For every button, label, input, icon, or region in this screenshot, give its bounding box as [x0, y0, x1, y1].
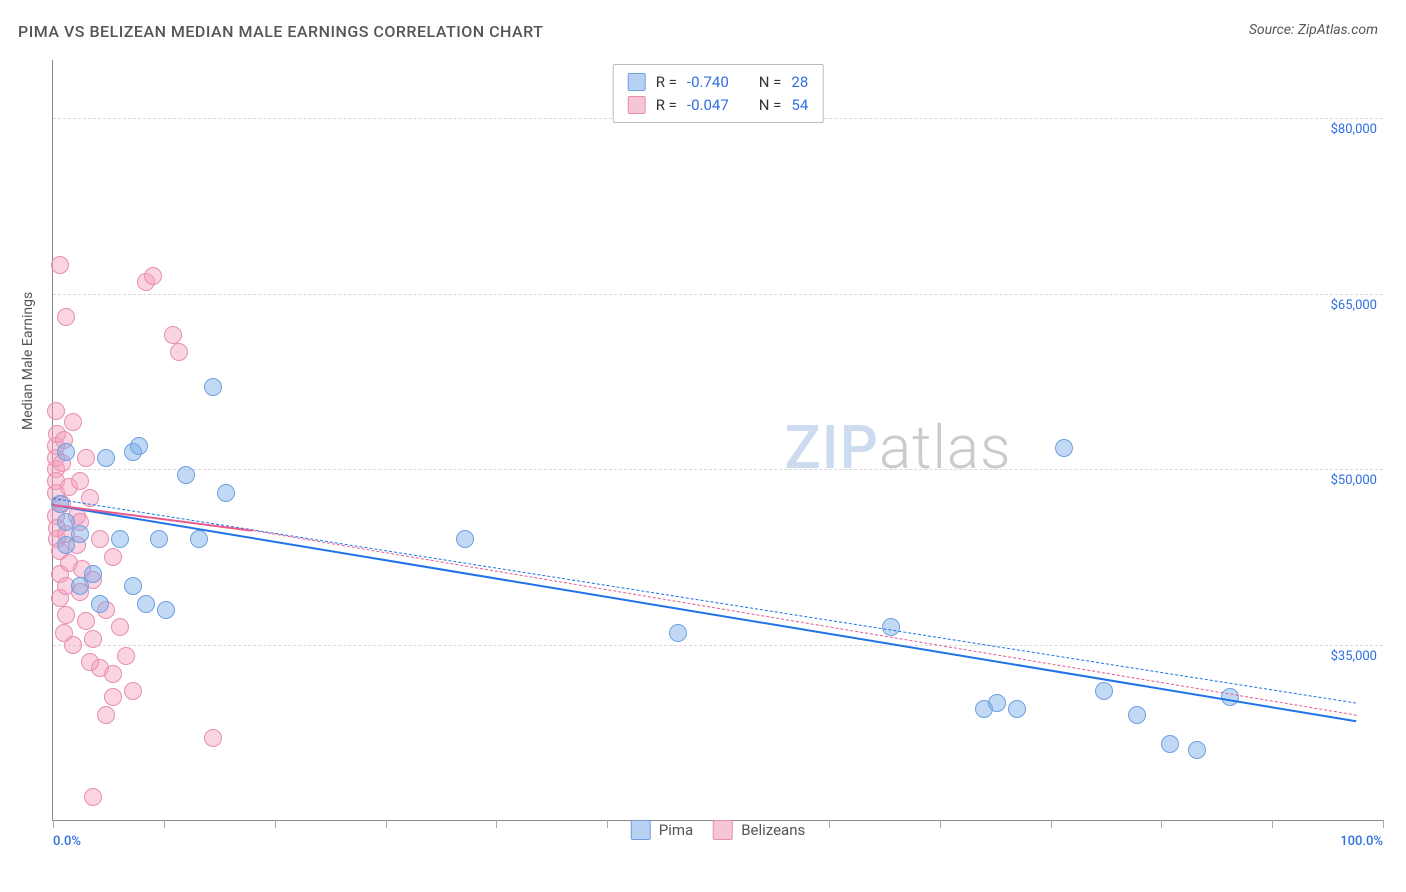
data-point-pima — [456, 530, 474, 548]
data-point-belizeans — [77, 612, 95, 630]
legend-label-belizeans: Belizeans — [741, 821, 805, 839]
data-point-belizeans — [91, 530, 109, 548]
y-tick-label: $65,000 — [1331, 298, 1377, 313]
gridline-h — [53, 469, 1383, 470]
data-point-pima — [124, 577, 142, 595]
data-point-pima — [111, 530, 129, 548]
n-value-belizeans: 54 — [791, 94, 808, 117]
data-point-pima — [1055, 439, 1073, 457]
x-tick — [1051, 820, 1052, 828]
data-point-belizeans — [64, 636, 82, 654]
data-point-belizeans — [81, 653, 99, 671]
data-point-belizeans — [104, 548, 122, 566]
legend-swatch-belizeans — [713, 820, 733, 840]
data-point-belizeans — [104, 665, 122, 683]
data-point-pima — [1161, 735, 1179, 753]
y-tick-label: $35,000 — [1331, 649, 1377, 664]
data-point-pima — [97, 449, 115, 467]
data-point-belizeans — [117, 647, 135, 665]
x-tick — [386, 820, 387, 828]
legend-stats: R = -0.740 N = 28 R = -0.047 N = 54 — [613, 64, 824, 123]
x-tick — [607, 820, 608, 828]
data-point-pima — [1221, 688, 1239, 706]
x-tick — [829, 820, 830, 828]
data-point-pima — [57, 443, 75, 461]
legend-swatch-pima — [631, 820, 651, 840]
data-point-pima — [130, 437, 148, 455]
data-point-pima — [217, 484, 235, 502]
data-point-pima — [204, 378, 222, 396]
data-point-belizeans — [144, 267, 162, 285]
data-point-pima — [988, 694, 1006, 712]
data-point-pima — [71, 525, 89, 543]
source-name: ZipAtlas.com — [1298, 22, 1378, 38]
chart-title: PIMA VS BELIZEAN MEDIAN MALE EARNINGS CO… — [18, 22, 543, 41]
data-point-belizeans — [77, 449, 95, 467]
n-value-pima: 28 — [791, 71, 808, 94]
r-label: R = — [656, 71, 677, 94]
x-axis-label-min: 0.0% — [53, 834, 81, 849]
watermark: ZIPatlas — [785, 412, 1012, 483]
data-point-pima — [177, 466, 195, 484]
x-axis-label-max: 100.0% — [1340, 834, 1383, 849]
data-point-pima — [91, 595, 109, 613]
data-point-pima — [669, 624, 687, 642]
data-point-pima — [157, 601, 175, 619]
chart-source: Source: ZipAtlas.com — [1249, 22, 1378, 38]
data-point-pima — [1128, 706, 1146, 724]
y-tick-label: $80,000 — [1331, 122, 1377, 137]
data-point-pima — [190, 530, 208, 548]
data-point-belizeans — [51, 256, 69, 274]
x-tick — [53, 820, 54, 828]
n-label: N = — [759, 71, 782, 94]
legend-swatch-pima — [628, 73, 646, 91]
y-tick-label: $50,000 — [1331, 473, 1377, 488]
data-point-belizeans — [104, 688, 122, 706]
data-point-pima — [882, 618, 900, 636]
r-value-belizeans: -0.047 — [687, 94, 729, 117]
data-point-belizeans — [164, 326, 182, 344]
x-tick — [275, 820, 276, 828]
data-point-belizeans — [84, 788, 102, 806]
x-tick — [1272, 820, 1273, 828]
data-point-belizeans — [57, 606, 75, 624]
n-label: N = — [759, 94, 782, 117]
data-point-belizeans — [64, 413, 82, 431]
source-label: Source: — [1249, 22, 1298, 38]
x-tick — [940, 820, 941, 828]
x-tick — [164, 820, 165, 828]
legend-stats-row-pima: R = -0.740 N = 28 — [628, 71, 809, 94]
data-point-pima — [150, 530, 168, 548]
x-tick — [496, 820, 497, 828]
r-value-pima: -0.740 — [687, 71, 729, 94]
data-point-pima — [1188, 741, 1206, 759]
trend-line — [252, 530, 1356, 716]
x-tick — [1161, 820, 1162, 828]
data-point-belizeans — [71, 472, 89, 490]
data-point-belizeans — [204, 729, 222, 747]
legend-item-belizeans: Belizeans — [713, 820, 805, 840]
data-point-belizeans — [170, 343, 188, 361]
data-point-pima — [1095, 682, 1113, 700]
scatter-plot: $35,000$50,000$65,000$80,0000.0%100.0%ZI… — [52, 60, 1383, 821]
data-point-belizeans — [111, 618, 129, 636]
legend-label-pima: Pima — [659, 821, 693, 839]
data-point-pima — [137, 595, 155, 613]
y-axis-title: Median Male Earnings — [20, 292, 36, 430]
legend-swatch-belizeans — [628, 96, 646, 114]
x-tick — [1383, 820, 1384, 828]
data-point-belizeans — [57, 308, 75, 326]
data-point-pima — [84, 565, 102, 583]
trend-line — [53, 504, 1357, 722]
data-point-belizeans — [124, 682, 142, 700]
data-point-belizeans — [84, 630, 102, 648]
r-label: R = — [656, 94, 677, 117]
legend-item-pima: Pima — [631, 820, 693, 840]
legend-stats-row-belizeans: R = -0.047 N = 54 — [628, 94, 809, 117]
gridline-h — [53, 294, 1383, 295]
data-point-belizeans — [47, 402, 65, 420]
data-point-pima — [1008, 700, 1026, 718]
gridline-h — [53, 645, 1383, 646]
data-point-belizeans — [97, 706, 115, 724]
